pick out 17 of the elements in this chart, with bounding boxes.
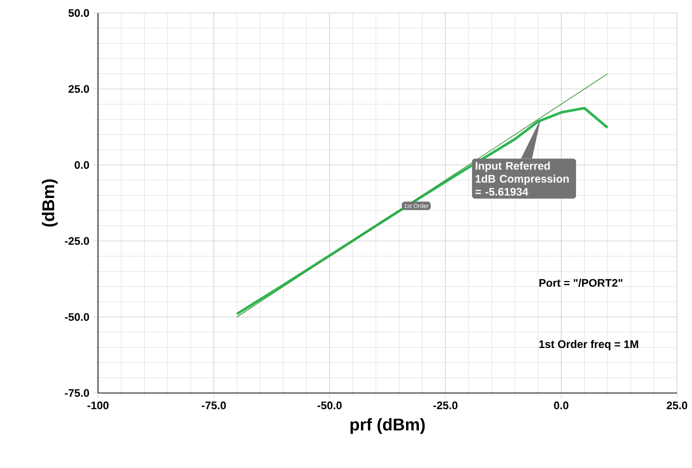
annotation: Port = "/PORT2" [539, 278, 622, 287]
y-tick-label: 0.0 [74, 161, 90, 169]
x-tick-label: -50.0 [318, 402, 342, 410]
y-tick-label: -25.0 [64, 237, 90, 245]
x-tick-label: -25.0 [433, 402, 458, 410]
y-axis-title: (dBm) [42, 179, 58, 227]
x-axis-title: prf (dBm) [350, 418, 425, 434]
x-tick-label: 0.0 [554, 402, 568, 410]
y-tick-label: 25.0 [68, 85, 90, 93]
x-tick-label: -100 [87, 402, 109, 410]
x-tick-label: -75.0 [202, 402, 226, 410]
x-tick-label: 25.0 [666, 402, 688, 410]
annotation: 1st Order freq = 1M [539, 340, 638, 350]
annotation: Input Referred 1dB Compression = -5.61934 [475, 162, 569, 196]
y-tick-label: 50.0 [68, 9, 90, 17]
y-tick-label: -50.0 [64, 313, 90, 321]
y-tick-label: -75.0 [64, 389, 90, 397]
